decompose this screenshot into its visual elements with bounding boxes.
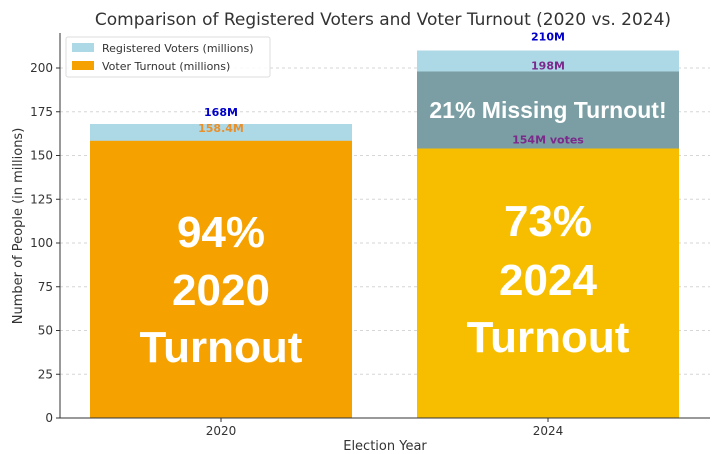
y-tick-label: 175 (30, 105, 53, 119)
y-tick-label: 0 (45, 411, 53, 425)
label-registered-2024: 210M (531, 31, 565, 44)
missing-turnout-text: 21% Missing Turnout! (429, 97, 666, 123)
legend-box (65, 36, 271, 78)
x-tick-label: 2024 (533, 424, 564, 438)
y-tick-label: 25 (38, 367, 53, 381)
bar-labels: 168M 158.4M 210M 198M 154M votes 21% Missing … (140, 31, 667, 373)
bars (90, 50, 679, 419)
chart-title: Comparison of Registered Voters and Vote… (95, 10, 671, 30)
label-votes-2024: 154M votes (512, 134, 584, 147)
x-axis-label: Election Year (343, 439, 427, 454)
y-tick-label: 150 (30, 149, 53, 163)
bar-missing-overlay-2024 (417, 71, 679, 149)
x-tick-label: 2020 (206, 424, 237, 438)
label-turnout-2020: 158.4M (198, 122, 244, 135)
legend-swatch-turnout (72, 61, 94, 70)
y-tick-label: 75 (38, 280, 53, 294)
y-tick-label: 125 (30, 192, 53, 206)
y-ticks: 0 25 50 75 100 125 150 175 200 (30, 61, 60, 425)
y-tick-label: 200 (30, 61, 53, 75)
label-registered-2020: 168M (204, 106, 238, 119)
legend-label-turnout: Voter Turnout (millions) (102, 60, 230, 73)
bar-text-2024-line1: 73% (504, 197, 592, 246)
x-ticks: 2020 2024 (206, 418, 564, 438)
y-axis-label: Number of People (in millions) (11, 128, 26, 325)
legend-label-registered: Registered Voters (millions) (102, 42, 253, 55)
y-tick-label: 100 (30, 236, 53, 250)
bar-turnout-2024 (417, 148, 679, 418)
legend: Registered Voters (millions) Voter Turno… (65, 36, 271, 78)
y-tick-label: 50 (38, 324, 53, 338)
bar-text-2024-line2: 2024 (499, 256, 597, 305)
axes (59, 33, 710, 419)
label-overlay-top-2024: 198M (531, 60, 565, 73)
bar-text-2024-line3: Turnout (467, 313, 630, 362)
bar-text-2020-line1: 94% (177, 208, 265, 257)
bar-text-2020-line3: Turnout (140, 323, 303, 372)
bar-text-2020-line2: 2020 (172, 266, 270, 315)
legend-swatch-registered (72, 43, 94, 52)
bar-turnout-2020 (90, 140, 352, 419)
